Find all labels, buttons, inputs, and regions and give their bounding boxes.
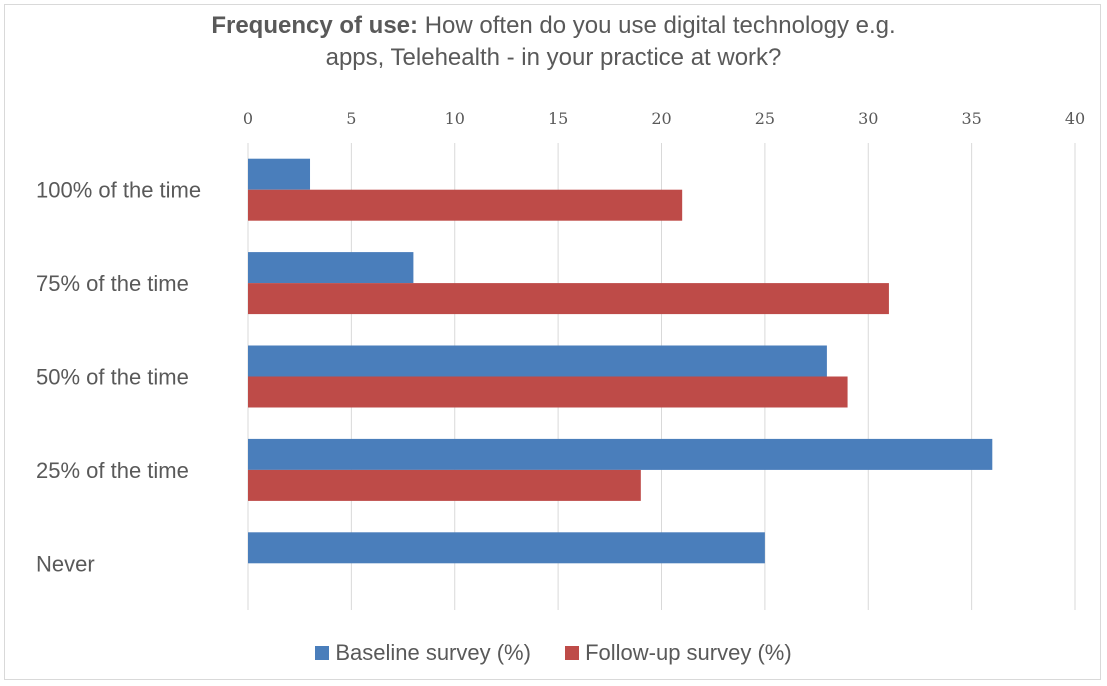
chart-title-bold: Frequency of use: (211, 12, 419, 39)
legend-item-followup: Follow-up survey (%) (565, 640, 792, 666)
bar-baseline-3 (248, 438, 993, 470)
bar-baseline-0 (248, 158, 311, 190)
legend: Baseline survey (%) Follow-up survey (%) (0, 640, 1107, 666)
legend-item-baseline: Baseline survey (%) (315, 640, 531, 666)
x-tick-label-0: 0 (243, 109, 253, 128)
x-tick-label-5: 5 (346, 109, 356, 128)
chart-title-line2: apps, Telehealth - in your practice at w… (325, 44, 782, 71)
bar-followup-2 (248, 376, 848, 408)
legend-swatch-baseline (315, 646, 330, 660)
category-label-3: 25% of the time (36, 458, 189, 483)
x-tick-label-15: 15 (548, 109, 568, 128)
x-tick-label-40: 40 (1065, 109, 1085, 128)
bar-baseline-2 (248, 345, 827, 377)
category-label-2: 50% of the time (36, 365, 189, 390)
bar-followup-1 (248, 283, 889, 315)
x-tick-label-30: 30 (858, 109, 878, 128)
legend-swatch-followup (565, 646, 580, 660)
category-label-1: 75% of the time (36, 271, 189, 296)
x-tick-label-25: 25 (755, 109, 775, 128)
legend-label-followup: Follow-up survey (%) (585, 640, 792, 665)
x-tick-label-20: 20 (651, 109, 671, 128)
bar-followup-3 (248, 469, 641, 501)
bar-followup-0 (248, 189, 683, 221)
legend-label-baseline: Baseline survey (%) (335, 640, 531, 665)
category-label-4: Never (36, 551, 95, 576)
x-tick-label-35: 35 (961, 109, 981, 128)
chart-title: Frequency of use: How often do you use d… (0, 10, 1107, 74)
category-label-0: 100% of the time (36, 178, 201, 203)
bar-baseline-1 (248, 252, 414, 284)
bar-baseline-4 (248, 532, 765, 564)
chart-frame (4, 4, 1101, 680)
chart-title-line1: How often do you use digital technology … (418, 12, 896, 39)
x-tick-label-10: 10 (445, 109, 465, 128)
